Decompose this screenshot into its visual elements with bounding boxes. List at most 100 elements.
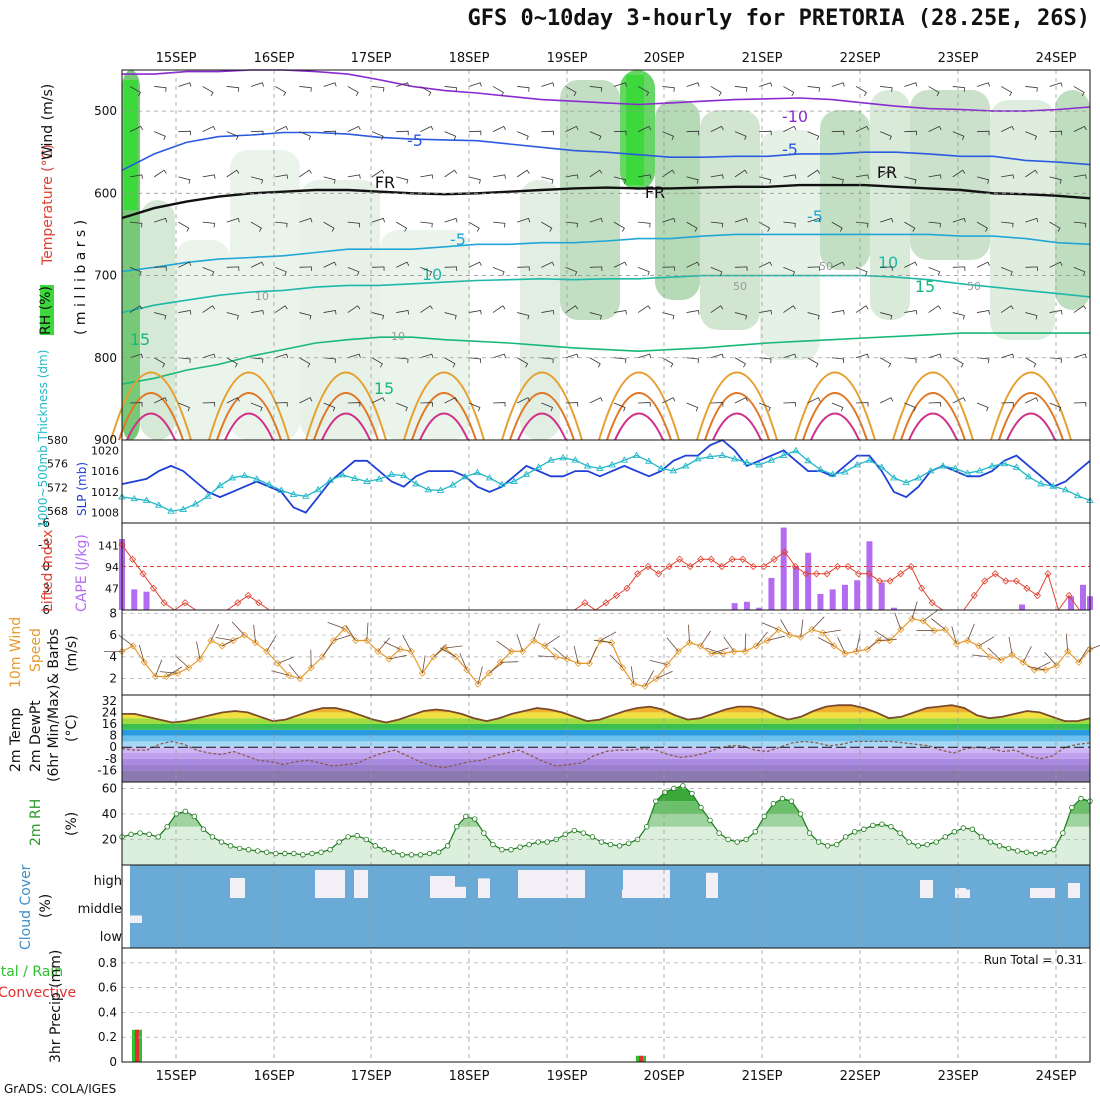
wind-barb bbox=[371, 86, 385, 92]
wind-barb bbox=[396, 310, 410, 315]
wind-barb bbox=[1049, 82, 1063, 87]
wind-barb bbox=[175, 655, 190, 669]
cloud-bar bbox=[478, 878, 490, 898]
wind-barb bbox=[468, 402, 481, 412]
wind-speed-marker bbox=[674, 647, 682, 655]
thickness-marker bbox=[510, 477, 518, 484]
wind-barb bbox=[987, 647, 1002, 661]
wind-barb bbox=[468, 261, 482, 268]
rh-marker bbox=[381, 846, 388, 853]
wind-barb bbox=[202, 86, 214, 97]
wind-barb bbox=[807, 131, 820, 141]
wind-barb bbox=[880, 217, 894, 223]
wind-barb bbox=[1025, 169, 1038, 178]
rh-marker bbox=[770, 801, 777, 807]
wind-barb bbox=[928, 174, 942, 179]
wind-barb bbox=[154, 266, 167, 271]
wind-barb bbox=[686, 130, 700, 136]
wind-speed-marker bbox=[607, 639, 616, 647]
wind-barb bbox=[831, 261, 845, 268]
warm-isotherm bbox=[908, 412, 958, 441]
rh-marker bbox=[399, 852, 406, 858]
thickness-marker bbox=[877, 463, 886, 470]
wind-barb bbox=[928, 353, 942, 359]
wind-barb bbox=[928, 221, 941, 228]
lifted-index-marker bbox=[160, 599, 168, 607]
rh-band bbox=[122, 813, 1090, 827]
panel-border bbox=[121, 439, 1091, 524]
wind-barb bbox=[686, 261, 700, 268]
wind-speed-marker bbox=[463, 666, 471, 674]
thickness-marker bbox=[485, 474, 494, 481]
wind-barb bbox=[444, 397, 458, 404]
wind-barb bbox=[299, 312, 312, 320]
rh-marker bbox=[191, 813, 198, 820]
y-tick-slp: 1008 bbox=[91, 507, 119, 520]
wind-speed-marker bbox=[552, 653, 560, 661]
thickness-marker bbox=[681, 462, 690, 469]
contour-label: FR bbox=[375, 173, 395, 192]
date-label-bottom: 22SEP bbox=[840, 1069, 881, 1084]
thickness-marker bbox=[975, 466, 984, 474]
y-tick-li: 3 bbox=[42, 581, 50, 595]
wind-barb bbox=[231, 621, 245, 636]
wind-speed-marker bbox=[151, 672, 159, 681]
wind-speed-marker bbox=[797, 633, 805, 641]
rh-marker bbox=[951, 829, 957, 835]
wind-barb bbox=[396, 402, 408, 412]
wind-speed-marker bbox=[863, 645, 872, 653]
thickness-marker bbox=[828, 470, 837, 477]
panel-border bbox=[121, 947, 1091, 1063]
lifted-index-marker bbox=[655, 570, 663, 578]
wind-barb bbox=[129, 125, 143, 133]
wind-barb bbox=[952, 169, 966, 178]
wind-barb bbox=[976, 130, 990, 136]
wind-barb bbox=[118, 634, 134, 647]
slp-line bbox=[121, 438, 1091, 514]
y-tick-pressure: 800 bbox=[94, 351, 117, 365]
cloud-bar bbox=[130, 915, 142, 923]
wind-barb bbox=[226, 86, 240, 92]
wind-barb bbox=[250, 357, 264, 364]
wind-speed-marker bbox=[1019, 658, 1027, 666]
wind-barb bbox=[822, 629, 841, 634]
warm-isotherm bbox=[403, 371, 485, 441]
wind-barb bbox=[573, 645, 579, 664]
wind-barb bbox=[321, 642, 334, 658]
rh-marker bbox=[435, 849, 442, 855]
contour-label: -5 bbox=[782, 140, 798, 159]
wind-barb bbox=[710, 305, 724, 313]
rh-shading bbox=[560, 80, 620, 320]
wind-barb bbox=[129, 305, 143, 313]
date-label-bottom: 18SEP bbox=[449, 1069, 490, 1084]
rh-marker bbox=[996, 843, 1003, 849]
wind-barb bbox=[967, 623, 975, 641]
wind-barb bbox=[638, 221, 651, 228]
wind-barb bbox=[880, 397, 894, 404]
contour-label: FR bbox=[645, 183, 665, 202]
wind-barb bbox=[266, 635, 277, 652]
lifted-index-marker bbox=[802, 570, 810, 578]
rh-marker bbox=[933, 839, 939, 845]
wind-speed-marker bbox=[897, 626, 905, 634]
rh-marker bbox=[607, 841, 614, 848]
ytitle-wind-units: (m/s) bbox=[64, 635, 80, 672]
wind-barb bbox=[129, 221, 143, 228]
rh-marker bbox=[309, 850, 315, 857]
wind-barb bbox=[759, 82, 773, 87]
wind-barb bbox=[734, 217, 748, 223]
cape-bar bbox=[731, 603, 738, 610]
wind-barb bbox=[396, 82, 410, 87]
y-tick-rh: 20 bbox=[102, 832, 117, 846]
rh-shading bbox=[870, 90, 910, 320]
isotherm-line bbox=[121, 332, 1090, 385]
wind-barb bbox=[420, 266, 433, 276]
wind-barb bbox=[347, 305, 361, 313]
cape-bar bbox=[805, 552, 812, 610]
wind-barb bbox=[734, 312, 748, 320]
rh-marker bbox=[508, 846, 514, 853]
temp-band bbox=[122, 758, 1090, 765]
lifted-index-marker bbox=[844, 562, 852, 571]
rh-marker bbox=[1042, 849, 1048, 855]
wind-barb bbox=[402, 635, 412, 652]
